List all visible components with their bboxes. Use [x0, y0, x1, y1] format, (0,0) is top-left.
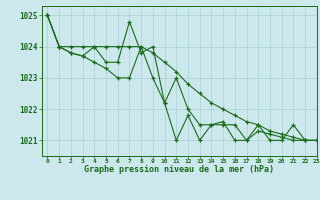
- X-axis label: Graphe pression niveau de la mer (hPa): Graphe pression niveau de la mer (hPa): [84, 165, 274, 174]
